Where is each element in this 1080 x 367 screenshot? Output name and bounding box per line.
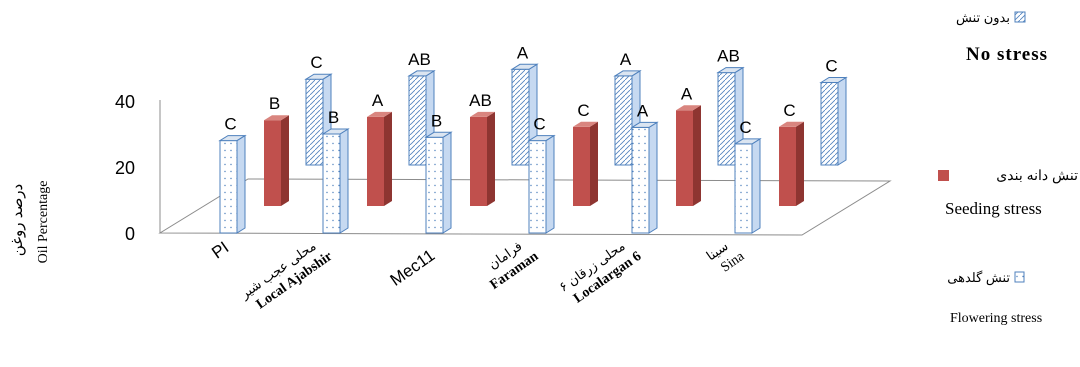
bar-seeding-stress-localargan-6: [676, 105, 701, 206]
legend-swatch-seeding-stress: [938, 170, 949, 181]
legend-item-seeding-stress: تنش دانه بندی Seeding stress: [938, 167, 1078, 218]
data-label-no-stress-local-ajabshir: AB: [408, 50, 431, 69]
legend-swatch-flowering-stress: [1014, 271, 1025, 283]
bar-flowering-stress-pi: [218, 134, 247, 234]
data-label-seeding-stress-mec11: AB: [469, 91, 492, 110]
bar-no-stress-sina: [819, 76, 848, 166]
data-label-flowering-stress-sina: C: [739, 118, 751, 137]
data-label-flowering-stress-mec11: B: [431, 111, 442, 130]
bar-flowering-stress-mec11: [424, 131, 453, 234]
bar-flowering-stress-faraman: [527, 134, 556, 234]
data-label-flowering-stress-faraman: C: [533, 115, 545, 134]
legend-label-seeding-stress: Seeding stress: [945, 199, 1042, 218]
legend-label-seeding-stress-fa: تنش دانه بندی: [996, 167, 1078, 184]
y-tick-label: 0: [125, 224, 135, 244]
x-tick-label: Mec11: [387, 246, 439, 290]
bar-seeding-stress-mec11: [470, 111, 495, 206]
bar-no-stress-localargan-6: [716, 66, 745, 166]
legend-label-flowering-stress: Flowering stress: [950, 311, 1042, 326]
data-label-seeding-stress-localargan-6: A: [681, 84, 693, 103]
y-axis-label: Oil Percentage: [36, 181, 51, 264]
data-label-no-stress-faraman: A: [620, 50, 632, 69]
bar-flowering-stress-local-ajabshir: [321, 128, 350, 234]
bar-flowering-stress-localargan-6: [630, 121, 659, 234]
bar-seeding-stress-faraman: [573, 121, 598, 206]
legend-item-no-stress: بدون تنش No stress: [956, 10, 1048, 65]
y-tick-label: 40: [115, 92, 135, 112]
data-label-no-stress-localargan-6: AB: [717, 47, 740, 66]
data-label-flowering-stress-pi: C: [224, 115, 236, 134]
data-label-seeding-stress-pi: B: [269, 94, 280, 113]
x-tick-label: PI: [208, 238, 232, 263]
data-label-seeding-stress-faraman: C: [577, 101, 589, 120]
bar-seeding-stress-local-ajabshir: [367, 111, 392, 206]
legend-label-no-stress-fa: بدون تنش: [956, 10, 1010, 26]
chart-floor: [158, 178, 892, 236]
data-label-no-stress-sina: C: [825, 57, 837, 76]
bar-seeding-stress-pi: [264, 115, 289, 206]
bar-seeding-stress-sina: [779, 121, 804, 206]
legend-item-flowering-stress: تنش گلدهی Flowering stress: [947, 270, 1042, 326]
legend-swatch-no-stress: [1014, 11, 1026, 23]
data-label-flowering-stress-local-ajabshir: B: [328, 108, 339, 127]
legend-label-no-stress: No stress: [966, 44, 1048, 65]
y-axis-label-fa: درصد روغن: [9, 184, 26, 256]
data-label-no-stress-pi: C: [310, 53, 322, 72]
legend-label-flowering-stress-fa: تنش گلدهی: [947, 270, 1010, 286]
bar-flowering-stress-sina: [733, 137, 762, 234]
data-label-flowering-stress-localargan-6: A: [637, 101, 649, 120]
data-label-seeding-stress-local-ajabshir: A: [372, 91, 384, 110]
data-label-no-stress-mec11: A: [517, 43, 529, 62]
data-label-seeding-stress-sina: C: [783, 101, 795, 120]
y-tick-label: 20: [115, 158, 135, 178]
legend: بدون تنش No stress تنش دانه بندی Seeding…: [938, 10, 1078, 326]
